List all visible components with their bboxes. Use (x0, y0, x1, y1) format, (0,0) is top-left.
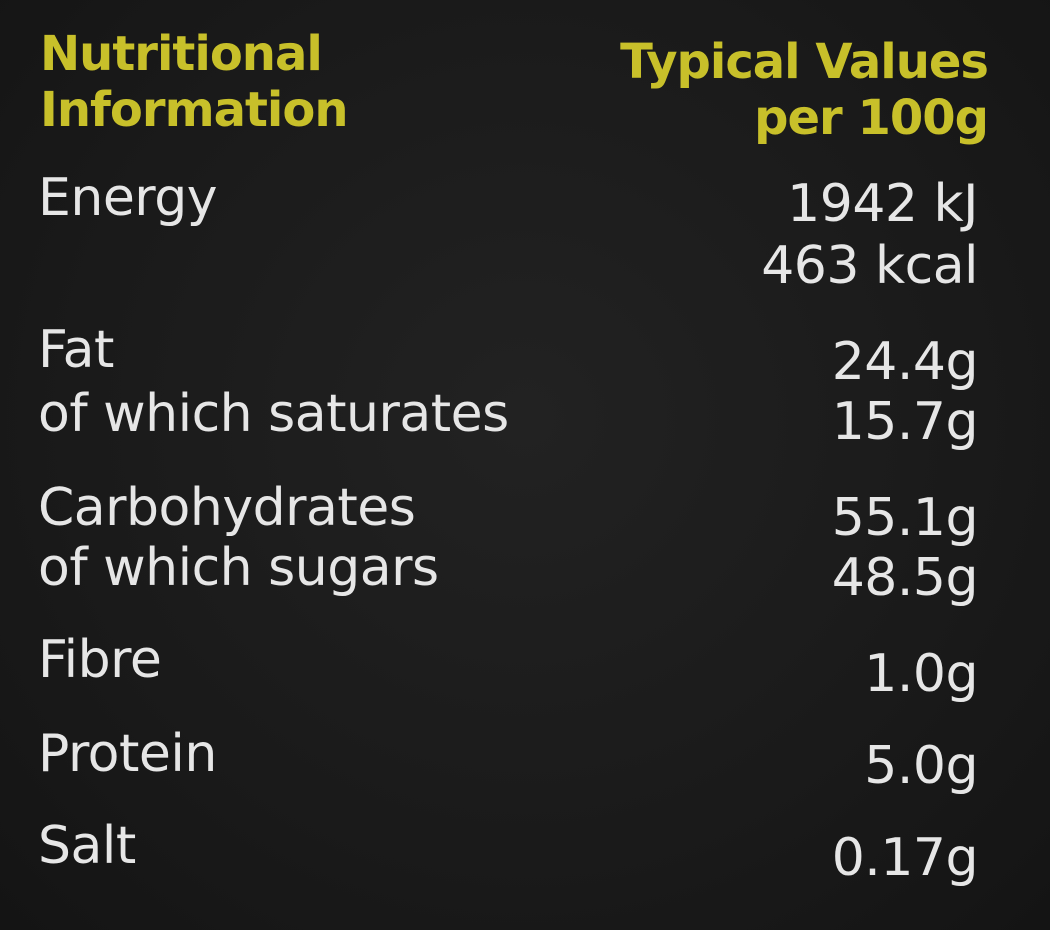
typical-values-line-2: per 100g (754, 90, 989, 146)
sugars-value: 48.5g (831, 548, 979, 608)
fibre-value: 1.0g (864, 644, 978, 704)
sugars-label: of which sugars (38, 538, 439, 598)
saturates-label: of which saturates (38, 384, 509, 444)
salt-label: Salt (38, 816, 136, 876)
energy-kj-value: 1942 kJ (787, 174, 978, 234)
protein-label: Protein (38, 724, 217, 784)
carbohydrates-label: Carbohydrates (38, 478, 416, 538)
heading-line-1: Nutritional (40, 26, 323, 82)
energy-kcal-value: 463 kcal (761, 236, 978, 296)
protein-value: 5.0g (864, 736, 978, 796)
carbohydrates-value: 55.1g (831, 488, 979, 548)
typical-values-heading: Typical Values per 100g (620, 34, 989, 146)
fat-value: 24.4g (831, 332, 979, 392)
energy-label: Energy (38, 168, 218, 228)
typical-values-line-1: Typical Values (620, 34, 989, 90)
heading-line-2: Information (40, 82, 349, 138)
salt-value: 0.17g (831, 828, 979, 888)
nutrition-info-heading: Nutritional Information (40, 26, 349, 138)
saturates-value: 15.7g (831, 392, 979, 452)
fibre-label: Fibre (38, 630, 162, 690)
fat-label: Fat (38, 320, 114, 380)
